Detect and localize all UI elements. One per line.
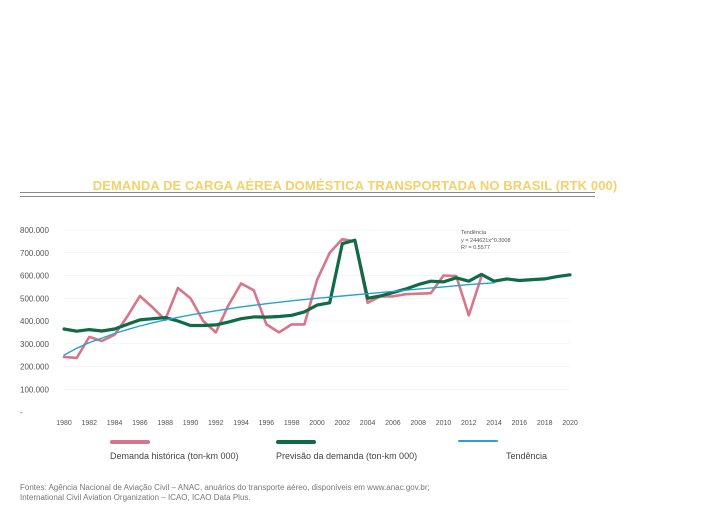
x-tick-label: 1984 bbox=[107, 420, 123, 425]
x-tick-label: 2010 bbox=[436, 420, 452, 425]
legend-trend-swatch bbox=[458, 440, 498, 442]
x-tick-label: 1982 bbox=[82, 420, 98, 425]
x-tick-label: 2018 bbox=[537, 420, 553, 425]
trend-annotation-r2: R² = 0.5577 bbox=[461, 245, 490, 251]
x-tick-label: 2020 bbox=[562, 420, 578, 425]
x-tick-label: 2016 bbox=[512, 420, 528, 425]
series-line-forecast bbox=[62, 238, 572, 333]
y-tick-label: - bbox=[20, 408, 23, 417]
x-tick-label: 1990 bbox=[183, 420, 199, 425]
trend-annotation-equation: y = 244621x^0.3008 bbox=[461, 237, 511, 244]
y-tick-label: 200.000 bbox=[20, 363, 49, 372]
x-tick-label: 2000 bbox=[309, 420, 325, 425]
series-line-trend bbox=[63, 282, 495, 356]
legend-forecast-label: Previsão da demanda (ton-km 000) bbox=[276, 451, 418, 461]
x-tick-label: 1998 bbox=[284, 420, 300, 425]
x-tick-label: 1994 bbox=[233, 420, 249, 425]
y-tick-label: 600.000 bbox=[20, 272, 49, 281]
y-tick-label: 500.000 bbox=[20, 294, 49, 303]
legend-forecast-swatch bbox=[276, 440, 316, 444]
trend-annotation: Tendência y = 244621x^0.3008 R² = 0.5577 bbox=[461, 230, 511, 253]
legend-historical-swatch bbox=[110, 440, 150, 444]
series-line-historical bbox=[62, 237, 483, 360]
sources-note: Fontes: Agência Nacional de Aviação Civi… bbox=[20, 483, 430, 503]
x-axis-ticks: 1980 1982 1984 1986 1988 1990 1992 1994 1996 1998… bbox=[56, 420, 578, 425]
x-tick-label: 1996 bbox=[259, 420, 275, 425]
x-tick-label: 2014 bbox=[486, 420, 502, 425]
trend-annotation-title: Tendência bbox=[461, 230, 487, 236]
sources-line-1: Fontes: Agência Nacional de Aviação Civi… bbox=[20, 483, 430, 492]
chart-plot: - 100.000 200.000 300.000 400.000 500.000 600.… bbox=[20, 226, 578, 425]
chart-title: DEMANDA DE CARGA AÉREA DOMÉSTICA TRANSPO… bbox=[92, 178, 618, 193]
title-divider bbox=[20, 192, 595, 197]
x-tick-label: 2006 bbox=[385, 420, 401, 425]
grid-lines bbox=[64, 229, 570, 390]
x-tick-label: 1992 bbox=[208, 420, 224, 425]
x-tick-label: 2002 bbox=[335, 420, 351, 425]
x-tick-label: 1988 bbox=[157, 420, 173, 425]
sources-line-2: International Civil Aviation Organizatio… bbox=[20, 493, 251, 502]
x-tick-label: 2008 bbox=[410, 420, 426, 425]
x-tick-label: 1986 bbox=[132, 420, 148, 425]
y-tick-label: 400.000 bbox=[20, 317, 49, 326]
y-axis-ticks: - 100.000 200.000 300.000 400.000 500.000 600.… bbox=[20, 226, 49, 417]
x-tick-label: 1980 bbox=[56, 420, 72, 425]
legend-historical-label: Demanda histórica (ton-km 000) bbox=[110, 451, 239, 461]
y-tick-label: 100.000 bbox=[20, 385, 49, 394]
y-tick-label: 800.000 bbox=[20, 226, 49, 235]
x-tick-label: 2004 bbox=[360, 420, 376, 425]
x-tick-label: 2012 bbox=[461, 420, 477, 425]
y-tick-label: 700.000 bbox=[20, 249, 49, 258]
y-tick-label: 300.000 bbox=[20, 340, 49, 349]
series-lines bbox=[62, 237, 572, 360]
legend-trend-label: Tendência bbox=[506, 451, 548, 461]
